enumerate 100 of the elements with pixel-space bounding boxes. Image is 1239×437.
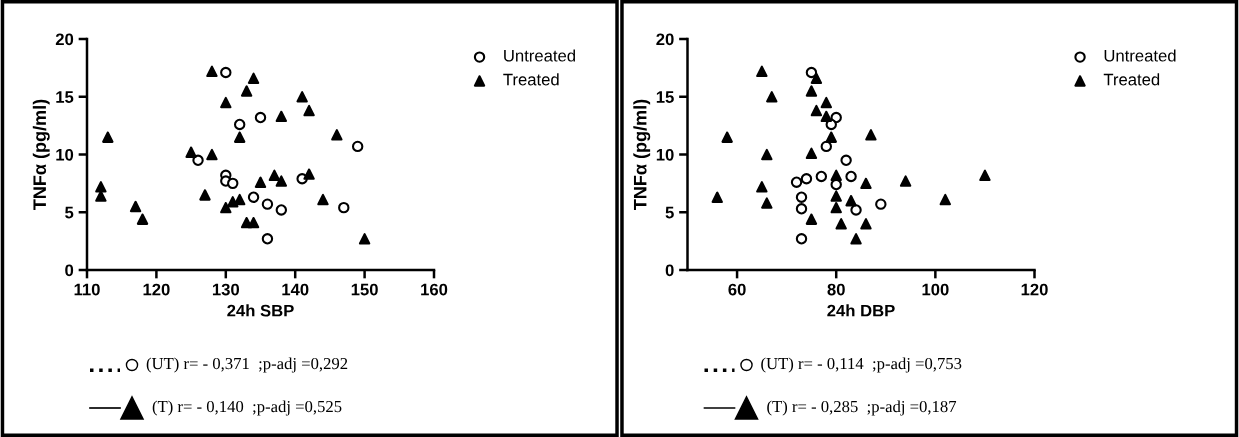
point — [254, 111, 267, 124]
point — [820, 110, 832, 123]
text: (T) r= - 0,140 ;p-adj =0,525 — [152, 400, 342, 416]
point — [233, 131, 246, 143]
x-tick-label: 120 — [143, 283, 170, 296]
point — [761, 148, 773, 161]
point — [199, 189, 211, 201]
point — [820, 96, 832, 109]
point — [860, 218, 872, 230]
y-axis-title: TNFα (pg/ml) — [32, 99, 50, 210]
point — [840, 154, 852, 166]
point — [95, 181, 107, 193]
point — [136, 213, 149, 225]
point — [331, 129, 343, 141]
point — [756, 65, 768, 78]
point — [240, 85, 253, 97]
point — [275, 175, 288, 187]
point — [227, 177, 239, 190]
point — [192, 154, 204, 166]
point — [815, 170, 828, 183]
point — [860, 177, 872, 190]
point — [830, 201, 842, 214]
point — [979, 169, 991, 181]
x-axis-title: 24h DBP — [827, 304, 895, 317]
point — [899, 175, 912, 187]
point — [805, 213, 818, 225]
point — [275, 204, 288, 216]
text: (UT) r= - 0,114 ;p-adj =0,753 — [761, 357, 962, 373]
point — [220, 96, 232, 109]
text: (UT) r= - 0,371 ;p-adj =0,292 — [146, 357, 348, 373]
x-tick-label: 100 — [922, 283, 949, 296]
point — [875, 198, 887, 210]
legend-label: Untreated — [504, 49, 575, 62]
point — [795, 191, 808, 203]
point — [220, 201, 232, 214]
point — [206, 148, 218, 161]
point — [247, 191, 260, 203]
point — [247, 216, 260, 229]
y-tick-label: 0 — [65, 264, 74, 277]
x-tick-label: 110 — [74, 283, 100, 296]
y-axis-title: TNFα (pg/ml) — [633, 99, 651, 210]
point — [102, 131, 114, 143]
x-tick-label: 140 — [282, 283, 309, 296]
point — [835, 218, 847, 230]
point — [795, 203, 808, 215]
point — [303, 168, 315, 180]
point — [275, 110, 288, 123]
point — [351, 140, 364, 153]
point — [795, 233, 808, 245]
point — [850, 204, 862, 216]
x-axis-title: 24h SBP — [227, 304, 294, 317]
point — [830, 169, 842, 181]
point — [805, 66, 818, 79]
point — [129, 200, 142, 213]
point — [939, 193, 951, 206]
y-tick-label: 10 — [56, 148, 74, 161]
x-tick-label: 120 — [1021, 283, 1048, 296]
point — [220, 66, 232, 79]
point — [805, 147, 818, 160]
point — [254, 176, 267, 188]
y-tick-label: 20 — [55, 33, 74, 46]
point — [233, 118, 246, 131]
legend-label: Untreated — [1104, 49, 1176, 62]
point — [296, 91, 308, 103]
point — [711, 191, 723, 203]
y-tick-label: 10 — [656, 148, 674, 161]
point — [790, 176, 803, 188]
point — [810, 104, 823, 117]
x-tick-label: 80 — [827, 283, 845, 296]
point — [810, 72, 823, 84]
x-tick-label: 160 — [421, 283, 448, 296]
text: (T) r= - 0,285 ;p-adj =0,187 — [767, 400, 957, 416]
point — [761, 197, 773, 209]
point — [850, 233, 862, 245]
point — [830, 190, 842, 202]
point — [800, 173, 813, 185]
point — [845, 195, 857, 207]
point — [303, 104, 315, 117]
x-tick-label: 150 — [351, 283, 378, 296]
point — [206, 65, 218, 78]
point — [185, 146, 197, 158]
point — [358, 233, 371, 245]
point — [766, 91, 778, 103]
y-tick-label: 15 — [56, 91, 74, 103]
point — [261, 198, 274, 210]
y-tick-label: 20 — [656, 33, 674, 46]
point — [845, 170, 857, 183]
point — [805, 85, 818, 97]
x-tick-label: 130 — [212, 283, 240, 296]
legend-label: Treated — [1103, 73, 1160, 86]
point — [756, 181, 768, 193]
point — [825, 131, 837, 143]
y-tick-label: 0 — [665, 264, 674, 277]
point — [865, 129, 877, 141]
y-tick-label: 5 — [65, 206, 74, 219]
legend-label: Treated — [503, 73, 559, 86]
x-tick-label: 60 — [728, 283, 746, 296]
point — [268, 169, 281, 181]
point — [721, 131, 733, 143]
y-tick-label: 15 — [656, 91, 674, 103]
